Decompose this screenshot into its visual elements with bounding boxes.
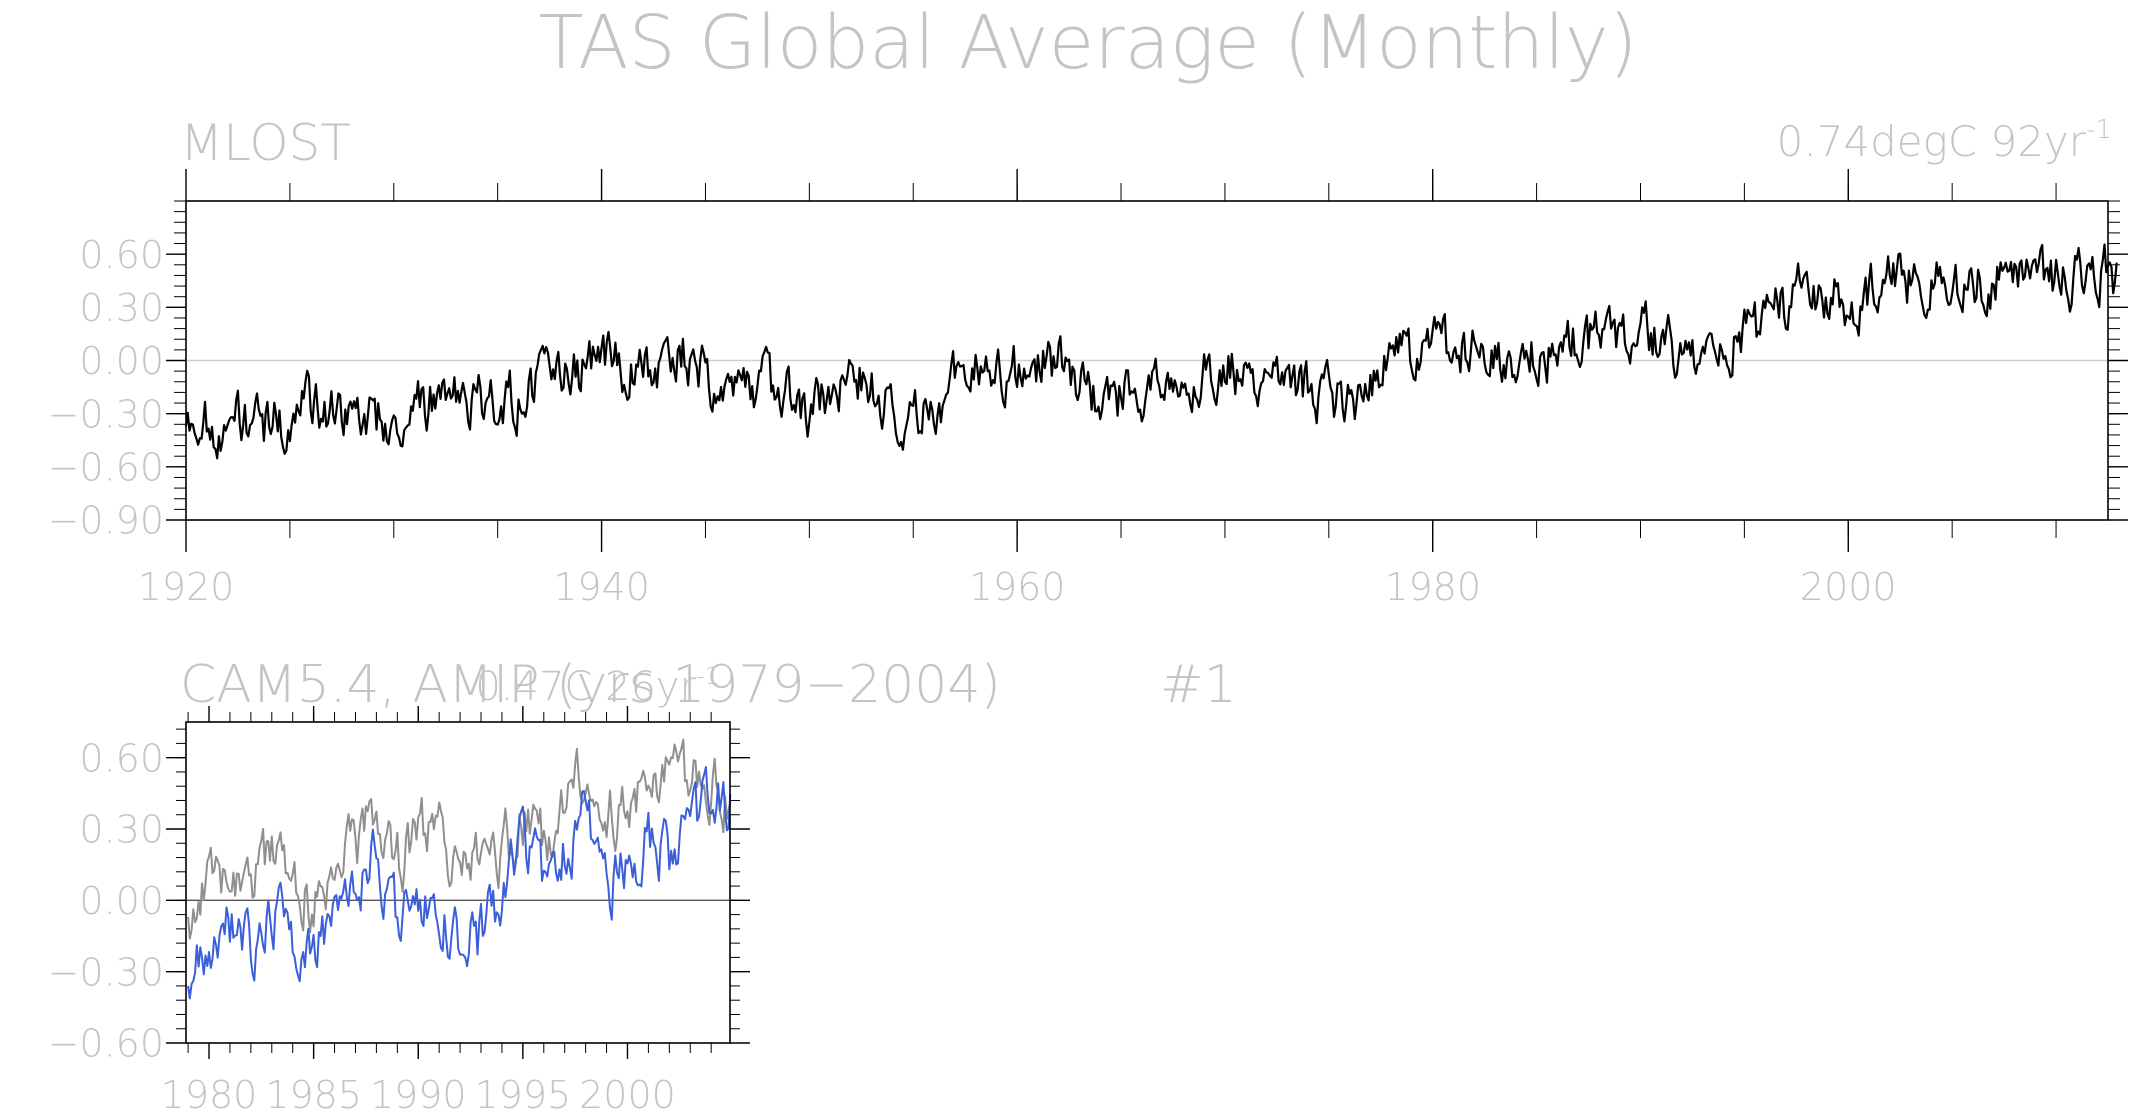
mlost-left-label: MLOST bbox=[180, 114, 351, 172]
series-line bbox=[184, 243, 2118, 460]
series-line bbox=[187, 766, 732, 1000]
mlost-trend-value: 0.74degC 92yr bbox=[1777, 117, 2087, 166]
mlost-series bbox=[184, 243, 2118, 460]
mlost-plot-frame bbox=[185, 200, 2109, 521]
mlost-ticks bbox=[166, 169, 2128, 552]
y-tick-label: −0.60 bbox=[48, 1022, 164, 1066]
mlost-x-tick-labels: 1920 1940 1960 1980 2000 bbox=[138, 565, 1897, 609]
y-tick-label: 0.60 bbox=[79, 736, 164, 780]
y-tick-label: 0.00 bbox=[79, 879, 164, 923]
mlost-y-tick-labels: 0.60 0.30 0.00 −0.30 −0.60 −0.90 bbox=[48, 233, 164, 543]
x-tick-label: 1920 bbox=[138, 565, 235, 609]
y-tick-label: 0.00 bbox=[79, 339, 164, 383]
x-tick-label: 1985 bbox=[265, 1073, 362, 1116]
mlost-panel: MLOST 0.74degC 92yr-1 0.60 0.30 0.00 −0.30 −… bbox=[48, 114, 2128, 609]
y-tick-label: 0.60 bbox=[79, 233, 164, 277]
cam-left-label: CAM5.4, AMIP (yrs 1979−2004) bbox=[180, 655, 1001, 715]
cam-trend-label: 0.47C 26yr-1 bbox=[475, 662, 720, 710]
x-tick-label: 1990 bbox=[370, 1073, 467, 1116]
y-tick-label: 0.30 bbox=[79, 808, 164, 852]
cam-panel: CAM5.4, AMIP (yrs 1979−2004) #1 0.47C 26… bbox=[48, 655, 1237, 1117]
x-tick-label: 1940 bbox=[553, 565, 650, 609]
y-tick-label: −0.30 bbox=[48, 392, 164, 436]
x-tick-label: 1995 bbox=[475, 1073, 572, 1116]
mlost-trend-label: 0.74degC 92yr-1 bbox=[1777, 115, 2112, 166]
cam-ticks bbox=[166, 706, 750, 1059]
x-tick-label: 2000 bbox=[579, 1073, 676, 1116]
x-tick-label: 2000 bbox=[1800, 565, 1897, 609]
y-tick-label: −0.30 bbox=[48, 950, 164, 994]
y-tick-label: 0.30 bbox=[79, 286, 164, 330]
y-tick-label: −0.60 bbox=[48, 446, 164, 490]
x-tick-label: 1980 bbox=[161, 1073, 258, 1116]
cam-right-label: #1 bbox=[1160, 655, 1237, 715]
cam-trend-value: 0.47C 26yr bbox=[475, 664, 696, 710]
figure-title: TAS Global Average (Monthly) bbox=[538, 0, 1637, 86]
cam-x-tick-labels: 1980 1985 1990 1995 2000 bbox=[161, 1073, 676, 1117]
x-tick-label: 1980 bbox=[1384, 565, 1481, 609]
cam-y-tick-labels: 0.60 0.30 0.00 −0.30 −0.60 bbox=[48, 736, 164, 1065]
cam-series bbox=[187, 738, 732, 1000]
x-tick-label: 1960 bbox=[969, 565, 1066, 609]
y-tick-label: −0.90 bbox=[48, 499, 164, 543]
cam-trend-exp: -1 bbox=[696, 662, 720, 690]
series-line bbox=[187, 738, 732, 940]
mlost-trend-exp: -1 bbox=[2086, 115, 2112, 145]
cam-plot-frame bbox=[185, 721, 731, 1044]
